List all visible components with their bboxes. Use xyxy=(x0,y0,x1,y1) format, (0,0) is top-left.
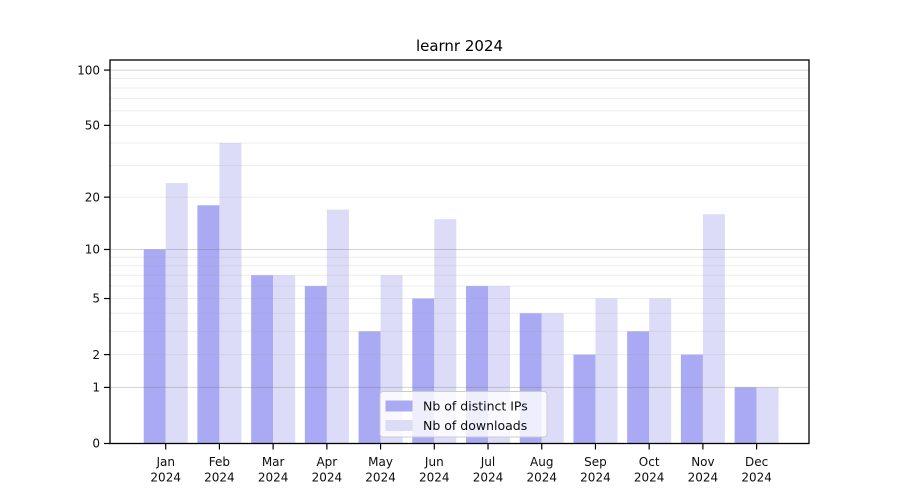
x-tick-label-jul: Jul xyxy=(480,455,495,469)
x-tick-label-year-oct: 2024 xyxy=(634,471,665,485)
y-tick-label-2: 2 xyxy=(92,348,100,362)
axes-layer xyxy=(104,69,758,450)
y-tick-label-0: 0 xyxy=(92,437,100,451)
bar-nb-of-downloads-sep xyxy=(595,298,618,444)
plot-border xyxy=(109,59,810,445)
bar-nb-of-downloads-apr xyxy=(326,209,349,444)
x-tick-label-may: May xyxy=(368,455,393,469)
y-tick-label-5: 5 xyxy=(92,292,100,306)
bar-nb-of-distinct-ips-sep xyxy=(573,354,596,444)
x-tick-label-aug: Aug xyxy=(530,455,553,469)
x-tick-label-dec: Dec xyxy=(745,455,768,469)
x-tick-label-oct: Oct xyxy=(639,455,660,469)
x-tick-label-year-nov: 2024 xyxy=(688,471,719,485)
bar-nb-of-downloads-nov xyxy=(702,214,725,444)
x-tick-label-apr: Apr xyxy=(316,455,337,469)
bar-nb-of-downloads-oct xyxy=(649,298,672,444)
x-tick-label-year-sep: 2024 xyxy=(580,471,611,485)
gridlines-layer xyxy=(110,69,809,388)
x-tick-label-year-may: 2024 xyxy=(365,471,396,485)
x-tick-label-feb: Feb xyxy=(209,455,230,469)
legend-label-distinct-ips: Nb of distinct IPs xyxy=(423,399,528,414)
x-tick-label-year-jan: 2024 xyxy=(150,471,181,485)
tick-labels-layer: 1005020105210Jan2024Feb2024Mar2024Apr202… xyxy=(77,63,772,484)
legend-swatch-distinct-ips xyxy=(385,400,413,412)
legend: Nb of distinct IPs Nb of downloads xyxy=(379,391,548,438)
bar-nb-of-downloads-mar xyxy=(273,275,296,444)
y-tick-label-20: 20 xyxy=(85,190,100,204)
y-tick-label-100: 100 xyxy=(77,63,100,77)
bar-nb-of-distinct-ips-apr xyxy=(304,286,327,444)
legend-swatch-downloads xyxy=(385,420,413,431)
x-tick-label-year-jul: 2024 xyxy=(473,471,504,485)
x-tick-label-year-feb: 2024 xyxy=(204,471,235,485)
x-tick-label-year-dec: 2024 xyxy=(741,471,772,485)
bar-nb-of-distinct-ips-dec xyxy=(734,387,757,444)
x-tick-label-year-mar: 2024 xyxy=(258,471,289,485)
x-tick-label-mar: Mar xyxy=(262,455,285,469)
legend-box xyxy=(379,391,548,438)
bar-nb-of-downloads-dec xyxy=(756,387,779,444)
x-tick-label-nov: Nov xyxy=(691,455,714,469)
x-tick-label-year-jun: 2024 xyxy=(419,471,450,485)
y-tick-label-10: 10 xyxy=(85,243,100,257)
x-tick-label-year-aug: 2024 xyxy=(526,471,557,485)
x-tick-label-sep: Sep xyxy=(584,455,607,469)
x-tick-label-jan: Jan xyxy=(155,455,175,469)
x-tick-label-year-apr: 2024 xyxy=(312,471,343,485)
legend-label-downloads: Nb of downloads xyxy=(423,418,527,433)
bar-nb-of-distinct-ips-nov xyxy=(680,354,703,444)
bar-nb-of-distinct-ips-feb xyxy=(197,205,220,444)
bar-nb-of-downloads-feb xyxy=(219,143,242,444)
bar-nb-of-downloads-jan xyxy=(165,183,188,444)
bar-nb-of-downloads-jun xyxy=(434,219,457,444)
bar-nb-of-distinct-ips-oct xyxy=(627,331,650,444)
bar-nb-of-distinct-ips-may xyxy=(358,331,381,444)
y-tick-label-1: 1 xyxy=(92,381,100,395)
y-tick-label-50: 50 xyxy=(85,119,100,133)
chart-title: learnr 2024 xyxy=(416,37,503,55)
x-tick-label-jun: Jun xyxy=(424,455,444,469)
bar-nb-of-distinct-ips-jan xyxy=(143,249,166,444)
bar-nb-of-distinct-ips-mar xyxy=(251,275,274,444)
